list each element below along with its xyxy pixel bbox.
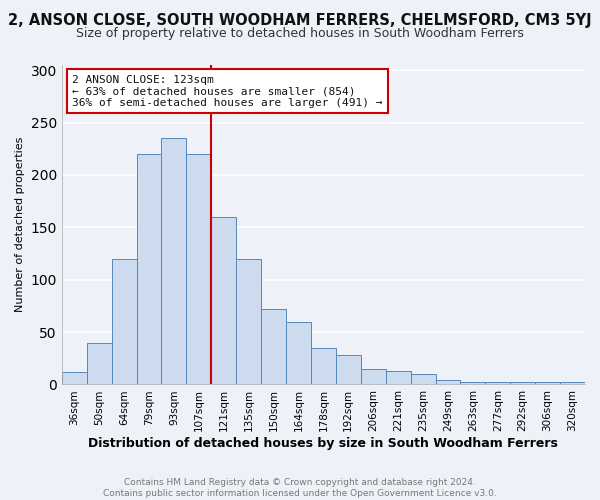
Bar	[436, 380, 460, 384]
Text: Size of property relative to detached houses in South Woodham Ferrers: Size of property relative to detached ho…	[76, 28, 524, 40]
Bar	[485, 382, 510, 384]
Y-axis label: Number of detached properties: Number of detached properties	[15, 137, 25, 312]
Bar	[560, 382, 585, 384]
Bar	[87, 342, 112, 384]
X-axis label: Distribution of detached houses by size in South Woodham Ferrers: Distribution of detached houses by size …	[88, 437, 559, 450]
Text: 2, ANSON CLOSE, SOUTH WOODHAM FERRERS, CHELMSFORD, CM3 5YJ: 2, ANSON CLOSE, SOUTH WOODHAM FERRERS, C…	[8, 12, 592, 28]
Bar	[535, 382, 560, 384]
Bar	[386, 371, 410, 384]
Bar	[286, 322, 311, 384]
Bar	[236, 259, 261, 384]
Bar	[211, 217, 236, 384]
Bar	[137, 154, 161, 384]
Bar	[187, 154, 211, 384]
Bar	[410, 374, 436, 384]
Bar	[161, 138, 187, 384]
Bar	[261, 309, 286, 384]
Bar	[311, 348, 336, 385]
Bar	[336, 355, 361, 384]
Bar	[112, 259, 137, 384]
Bar	[361, 368, 386, 384]
Text: 2 ANSON CLOSE: 123sqm
← 63% of detached houses are smaller (854)
36% of semi-det: 2 ANSON CLOSE: 123sqm ← 63% of detached …	[72, 74, 383, 108]
Bar	[460, 382, 485, 384]
Bar	[62, 372, 87, 384]
Text: Contains HM Land Registry data © Crown copyright and database right 2024.
Contai: Contains HM Land Registry data © Crown c…	[103, 478, 497, 498]
Bar	[510, 382, 535, 384]
